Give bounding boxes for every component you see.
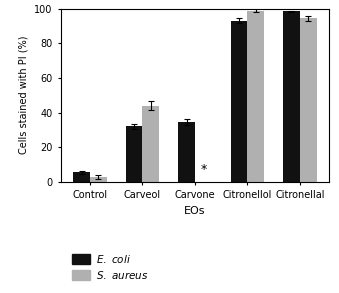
Bar	[283, 11, 300, 182]
X-axis label: EOs: EOs	[184, 206, 206, 216]
Bar	[231, 21, 247, 182]
Bar	[126, 126, 142, 182]
Bar	[142, 105, 159, 182]
Bar	[300, 18, 317, 182]
Bar	[247, 11, 264, 182]
Bar	[178, 122, 195, 182]
Bar	[73, 172, 90, 182]
Legend: $E.\ coli$, $S.\ aureus$: $E.\ coli$, $S.\ aureus$	[72, 253, 148, 281]
Y-axis label: Cells stained with PI (%): Cells stained with PI (%)	[19, 36, 29, 154]
Text: *: *	[200, 163, 206, 176]
Bar	[90, 177, 107, 182]
